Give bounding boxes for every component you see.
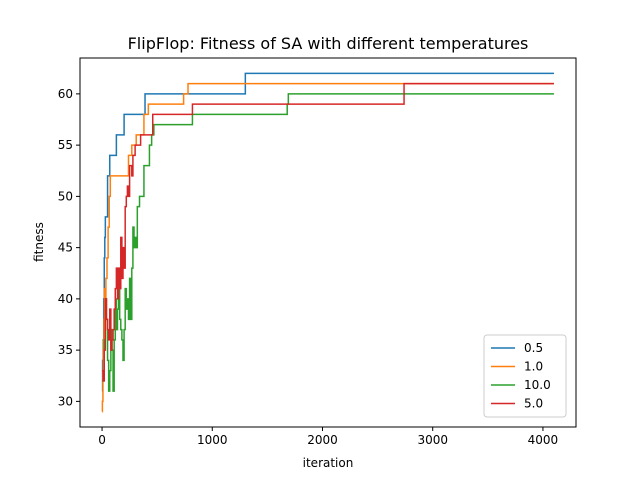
y-tick-label: 35 — [58, 343, 73, 357]
legend-label: 1.0 — [524, 360, 543, 374]
plot-frame — [79, 57, 577, 428]
legend-label: 0.5 — [524, 341, 543, 355]
x-tick-label: 0 — [98, 433, 106, 447]
x-tick-label: 2000 — [307, 433, 338, 447]
y-axis-ticks: 30 35 40 45 50 55 60 — [58, 87, 80, 408]
legend-box — [483, 334, 567, 418]
y-axis-label: fitness — [32, 222, 46, 262]
chart-title: FlipFlop: Fitness of SA with different t… — [128, 34, 529, 53]
y-tick-label: 45 — [58, 241, 73, 255]
y-tick-label: 55 — [58, 138, 73, 152]
x-tick-label: 1000 — [197, 433, 228, 447]
x-axis-ticks: 0 1000 2000 3000 4000 — [98, 427, 558, 447]
series-line-10-0 — [102, 93, 554, 392]
legend: 0.5 1.0 10.0 5.0 — [483, 334, 567, 418]
legend-label: 5.0 — [524, 397, 543, 411]
y-tick-label: 30 — [58, 394, 73, 408]
y-tick-label: 40 — [58, 292, 73, 306]
y-tick-label: 50 — [58, 189, 73, 203]
series-line-5-0 — [102, 82, 554, 382]
x-tick-label: 4000 — [528, 433, 559, 447]
x-axis-label: iteration — [303, 456, 354, 470]
x-tick-label: 3000 — [417, 433, 448, 447]
y-tick-label: 60 — [58, 87, 73, 101]
series-layer — [101, 72, 554, 413]
legend-label: 10.0 — [524, 378, 551, 392]
